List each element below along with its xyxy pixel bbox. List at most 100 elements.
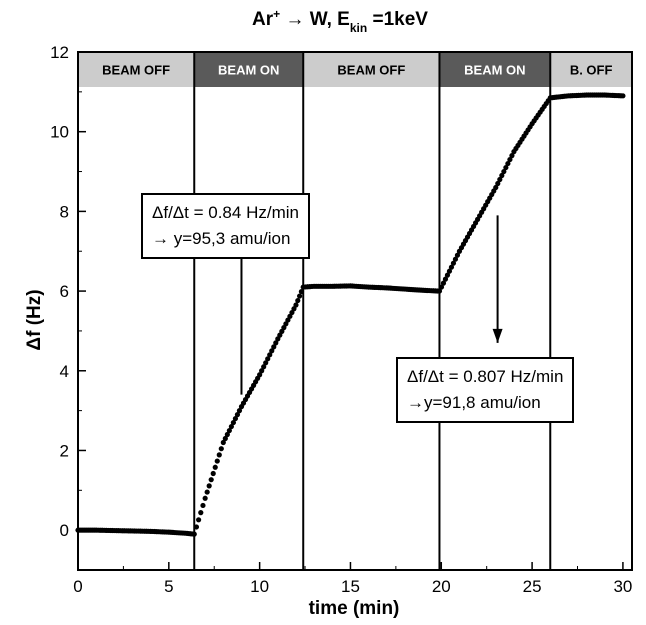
annotation-line: Δf/Δt = 0.84 Hz/min <box>152 203 299 222</box>
y-tick-label: 8 <box>60 202 69 221</box>
data-points <box>75 92 626 537</box>
data-point <box>495 180 501 187</box>
beam-band-on <box>194 52 304 87</box>
data-point <box>193 524 200 530</box>
data-point <box>297 293 303 299</box>
data-point <box>442 276 449 282</box>
annotation-arrow-head <box>492 328 503 343</box>
annotation-line: Δf/Δt = 0.807 Hz/min <box>407 367 564 386</box>
data-point <box>452 256 459 262</box>
data-point <box>509 153 515 159</box>
beam-band-on <box>439 52 551 87</box>
data-point <box>222 435 228 442</box>
data-point <box>269 348 275 354</box>
data-point <box>236 408 243 414</box>
data-point <box>298 288 305 295</box>
beam-band-label: B. OFF <box>570 63 613 78</box>
y-tick-label: 10 <box>50 123 69 142</box>
data-point <box>497 176 503 183</box>
data-point <box>210 470 216 477</box>
data-point <box>230 419 237 426</box>
y-tick-label: 2 <box>60 441 69 460</box>
chart-title-main: Ar <box>252 9 274 30</box>
annotation-box-second-beam: Δf/Δt = 0.807 Hz/min →y=91,8 amu/ion <box>396 357 575 423</box>
data-point <box>220 439 226 446</box>
beam-band-off <box>78 52 195 87</box>
x-tick-label: 15 <box>341 577 360 596</box>
x-tick-label: 20 <box>432 577 451 596</box>
data-point <box>198 510 204 516</box>
data-point <box>216 452 222 458</box>
beam-band-label: BEAM ON <box>464 63 525 78</box>
x-tick-label: 30 <box>613 577 632 596</box>
y-tick-label: 12 <box>50 43 69 62</box>
x-axis-ticks: 0 5 10 15 20 25 30 <box>73 562 632 596</box>
x-tick-label: 0 <box>73 577 82 596</box>
data-point <box>271 344 277 350</box>
data-point <box>196 517 202 523</box>
data-point <box>226 427 232 434</box>
data-point <box>202 495 208 501</box>
data-point <box>507 156 513 163</box>
y-tick-label: 0 <box>60 521 69 540</box>
y-tick-label: 6 <box>60 282 69 301</box>
data-point <box>501 168 507 175</box>
chart-title-sub: kin <box>350 21 367 35</box>
data-point <box>206 483 212 489</box>
data-point <box>191 531 197 537</box>
data-point <box>620 93 626 99</box>
data-point <box>505 160 511 167</box>
annotation-line: → y=95,3 amu/ion <box>152 229 291 248</box>
beam-band-label: BEAM ON <box>218 63 279 78</box>
data-point <box>259 368 265 374</box>
chart-title-end: =1keV <box>367 9 428 30</box>
data-point <box>454 252 461 258</box>
data-point <box>234 412 241 418</box>
data-point <box>446 268 453 274</box>
y-tick-label: 4 <box>60 362 69 381</box>
data-point <box>204 489 210 495</box>
plot-frame <box>77 51 633 571</box>
x-tick-label: 5 <box>164 577 173 596</box>
data-point <box>444 272 451 278</box>
data-point <box>212 464 218 470</box>
data-point <box>263 360 269 366</box>
data-point <box>267 352 273 358</box>
chart-title: Ar+ → W, Ekin =1keV <box>252 7 428 35</box>
y-axis-label: Δf (Hz) <box>24 289 45 350</box>
data-point <box>503 164 509 171</box>
data-point <box>257 372 263 378</box>
annotation-box-first-beam: Δf/Δt = 0.84 Hz/min → y=95,3 amu/ion <box>141 193 310 259</box>
beam-band-off <box>303 52 440 87</box>
x-axis-label: time (min) <box>309 598 400 619</box>
data-point <box>440 280 447 286</box>
data-point <box>200 502 206 509</box>
data-point <box>228 423 234 430</box>
data-point <box>499 172 505 179</box>
data-point <box>450 260 457 266</box>
x-tick-label: 10 <box>250 577 269 596</box>
data-point <box>261 364 267 370</box>
data-point <box>218 446 224 452</box>
data-point <box>265 356 271 362</box>
data-point <box>214 458 220 464</box>
data-point <box>295 297 301 304</box>
data-point <box>493 184 499 191</box>
x-tick-label: 25 <box>523 577 542 596</box>
y-axis-ticks: 0 2 4 6 8 10 12 <box>50 43 86 571</box>
data-point <box>273 340 279 346</box>
beam-dividers <box>193 52 552 570</box>
beam-band-label: BEAM OFF <box>102 63 170 78</box>
data-point <box>448 264 455 270</box>
data-point <box>438 284 445 290</box>
data-point <box>436 288 443 294</box>
beam-state-bands: BEAM OFF BEAM ON BEAM OFF BEAM ON B. OFF <box>78 52 632 87</box>
data-point <box>232 415 239 422</box>
annotation-line: →y=91,8 amu/ion <box>407 393 541 412</box>
beam-band-off <box>550 52 632 87</box>
data-point <box>293 302 299 308</box>
data-point <box>224 431 230 438</box>
beam-band-label: BEAM OFF <box>337 63 405 78</box>
data-point <box>208 477 214 483</box>
